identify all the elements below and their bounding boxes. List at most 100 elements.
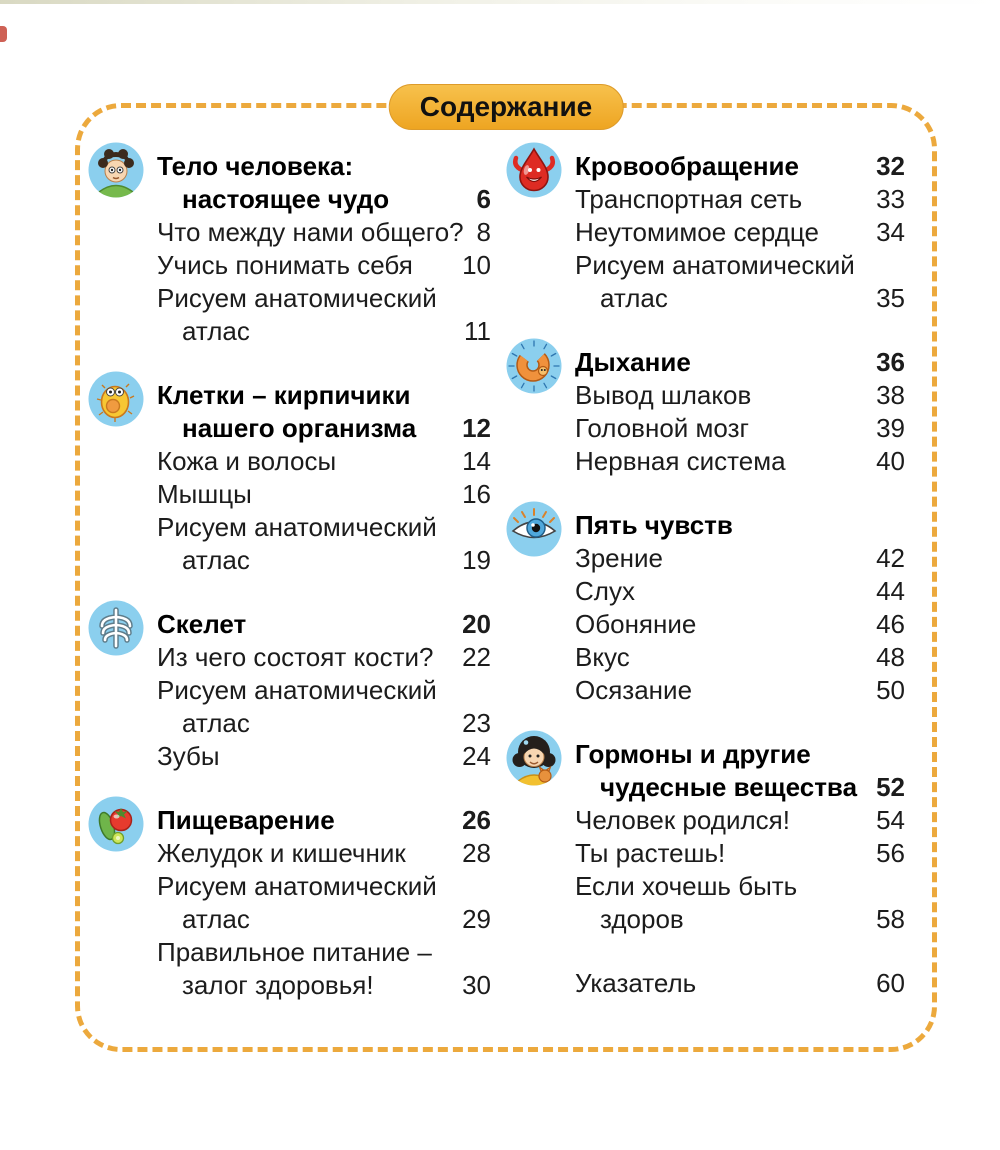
entry-line: Головной мозг [575,413,749,443]
page-number: 24 [462,741,491,771]
entry-label: Гормоны и другие чудесные вещества [575,738,868,804]
girl-face-icon [505,729,563,787]
toc-entry: Транспортная сеть 33 [575,183,905,216]
entry-line: Мышцы [157,479,252,509]
toc-entry: Если хочешь быть здоров 58 [575,870,905,936]
toc-section: Пищеварение 26 Желудок и кишечник 28 Рисуем … [88,796,491,1002]
toc-entry: Зубы 24 [157,740,491,773]
entry-line: Транспортная сеть [575,184,803,214]
toc-section: Гормоны и другие чудесные вещества 52 Челов… [506,730,905,936]
toc-entry: Головной мозг 39 [575,412,905,445]
page-number: 30 [462,970,491,1000]
entry-line: Неутомимое сердце [575,217,819,247]
toc-section: Клетки – кирпичики нашего организма 12 Кожа… [88,371,491,577]
page-number: 50 [876,675,905,705]
entry-line: залог здоровья! [182,970,374,1000]
scan-corner-artifact [0,26,7,42]
toc-entry: Рисуем анатомический атлас 23 [157,674,491,740]
toc-entry: Вывод шлаков 38 [575,379,905,412]
page-number: 28 [462,838,491,868]
page-number: 14 [462,446,491,476]
entry-line: атлас [600,283,668,313]
page-number: 56 [876,838,905,868]
entry-line: атлас [182,708,250,738]
entry-line: Тело человека: [157,151,354,181]
entry-label: Рисуем анатомический атлас [157,674,454,740]
breath-creature-icon [505,337,563,395]
entry-label: Слух [575,575,868,608]
entry-label: Клетки – кирпичики нашего организма [157,379,454,445]
entry-line: Зрение [575,543,663,573]
entry-label: Пять чувств [575,509,897,542]
page-number: 58 [876,904,905,934]
entry-line: Вкус [575,642,630,672]
page-number: 36 [876,347,905,377]
entry-label: Скелет [157,608,454,641]
entry-line: Нервная система [575,446,786,476]
entry-label: Обоняние [575,608,868,641]
toc-entry: Ты растешь! 56 [575,837,905,870]
entry-line: Вывод шлаков [575,380,752,410]
page-number: 40 [876,446,905,476]
entry-label: Мышцы [157,478,454,511]
entry-label: Дыхание [575,346,868,379]
toc-section: Тело человека: настоящее чудо 6 Что между н… [88,142,491,348]
toc-entry: Человек родился! 54 [575,804,905,837]
entry-label: Транспортная сеть [575,183,868,216]
entry-line: Пять чувств [575,510,733,540]
page-number: 29 [462,904,491,934]
entry-line: Гормоны и другие [575,739,811,769]
entry-line: Рисуем анатомический [157,512,437,542]
toc-section: Скелет 20 Из чего состоят кости? 22 Рисуем а… [88,600,491,773]
page-number: 12 [462,413,491,443]
entry-label: Что между нами общего? [157,216,469,249]
entry-label: Рисуем анатомический атлас [575,249,868,315]
toc-heading: Тело человека: настоящее чудо 6 [88,142,491,216]
entry-label: Если хочешь быть здоров [575,870,868,936]
page-title: Содержание [388,84,624,130]
entry-label: Указатель [575,967,868,1000]
toc-entry: Рисуем анатомический атлас 19 [157,511,491,577]
toc-heading: Кровообращение 32 [506,142,905,198]
entry-label: Вкус [575,641,868,674]
entry-label: Рисуем анатомический атлас [157,511,454,577]
entry-label: Нервная система [575,445,868,478]
eye-icon [505,500,563,558]
page-number: 38 [876,380,905,410]
page-number: 48 [876,642,905,672]
entry-line: Из чего состоят кости? [157,642,434,672]
entry-label: Правильное питание – залог здоровья! [157,936,454,1002]
entry-line: Рисуем анатомический [157,283,437,313]
entry-line: нашего организма [182,413,417,443]
page-number: 35 [876,283,905,313]
toc-entry: Кожа и волосы 14 [157,445,491,478]
page-number: 19 [462,545,491,575]
toc-section: Дыхание 36 Вывод шлаков 38 Головной мозг 39 Не… [506,338,905,478]
toc-entry: Рисуем анатомический атлас 35 [575,249,905,315]
toc-entry: Мышцы 16 [157,478,491,511]
entry-label: Желудок и кишечник [157,837,454,870]
entry-label: Кожа и волосы [157,445,454,478]
entry-line: Скелет [157,609,247,639]
toc-entry: Зрение 42 [575,542,905,575]
scan-edge-artifact [0,0,1000,4]
skeleton-icon [87,599,145,657]
entry-line: Клетки – кирпичики [157,380,411,410]
toc-column-right: Кровообращение 32 Транспортная сеть 33 Неуто… [506,142,905,1047]
page-number: 8 [476,217,491,247]
entry-line: атлас [182,316,250,346]
toc-section: Пять чувств Зрение 42 Слух 44 Обоняние 46 Вкус 4… [506,501,905,707]
toc-entry: Обоняние 46 [575,608,905,641]
entry-label: Зрение [575,542,868,575]
page-number: 60 [876,968,905,998]
toc-heading: Гормоны и другие чудесные вещества 52 [506,730,905,804]
entry-line: настоящее чудо [182,184,390,214]
page-number: 26 [462,805,491,835]
entry-line: Правильное питание – [157,937,432,967]
toc-column-left: Тело человека: настоящее чудо 6 Что между н… [88,142,491,1047]
entry-label: Человек родился! [575,804,868,837]
toc-entry: Нервная система 40 [575,445,905,478]
page-number: 52 [876,772,905,802]
toc-heading: Пищеварение 26 [88,796,491,852]
